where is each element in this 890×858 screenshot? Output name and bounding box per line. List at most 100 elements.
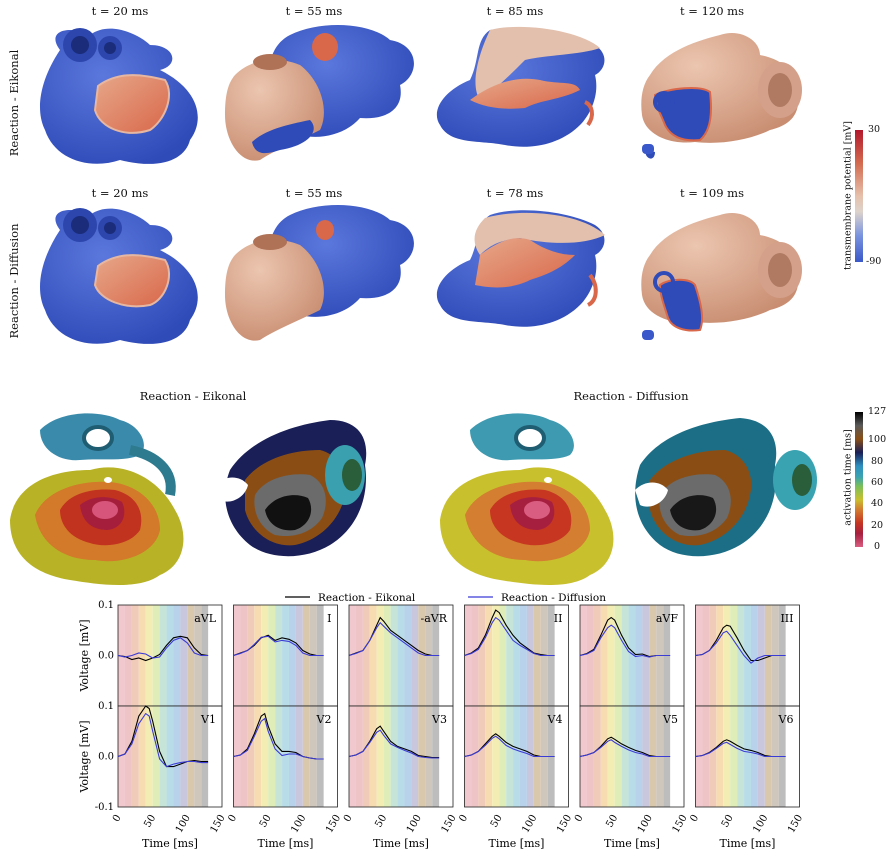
time-band [750, 605, 758, 706]
time-band [471, 706, 479, 807]
time-band [519, 605, 527, 706]
time-band [159, 605, 167, 706]
time-band [730, 605, 738, 706]
time-band [295, 605, 303, 706]
time-band [201, 706, 209, 807]
time-band [506, 706, 514, 807]
x-axis-label: Time [ms] [720, 837, 776, 850]
time-band [288, 706, 296, 807]
time-band [275, 706, 283, 807]
time-band [118, 706, 125, 807]
time-band [506, 605, 514, 706]
time-band [404, 605, 412, 706]
x-tick-label: 50 [489, 813, 505, 830]
x-tick-label: 0 [688, 813, 701, 824]
x-tick-label: 150 [440, 813, 459, 835]
heart-render-r1c2 [225, 24, 414, 161]
time-band [194, 605, 202, 706]
time-band [302, 706, 310, 807]
x-axis-label: Time [ms] [373, 837, 429, 850]
activation-render-diffusion-back [635, 418, 817, 557]
y-tick-label: 0.1 [98, 600, 114, 611]
activation-colorbar-title: activation time [ms] [842, 429, 854, 526]
time-band [138, 706, 146, 807]
time-band [233, 605, 241, 706]
time-band [737, 706, 745, 807]
time-band [295, 706, 303, 807]
x-tick-label: 0 [342, 813, 355, 824]
time-band [383, 706, 391, 807]
time-band [275, 605, 283, 706]
time-band [362, 605, 370, 706]
time-band [397, 706, 405, 807]
time-band [628, 706, 636, 807]
x-tick-label: 50 [373, 813, 389, 830]
time-band [600, 706, 608, 807]
time-band [240, 605, 248, 706]
time-band [580, 706, 587, 807]
x-axis-label: Time [ms] [142, 837, 198, 850]
time-band [642, 706, 650, 807]
activation-tick: 80 [871, 456, 884, 467]
time-band [166, 706, 174, 807]
time-band [355, 605, 363, 706]
time-band [737, 605, 745, 706]
x-tick-label: 0 [111, 813, 124, 824]
activation-renders [10, 413, 817, 585]
series-eikonal-III [695, 624, 786, 662]
x-tick-label: 150 [786, 813, 805, 835]
lead-label: V2 [316, 713, 332, 726]
time-band [411, 605, 419, 706]
x-tick-label: 150 [671, 813, 690, 835]
time-band [369, 605, 377, 706]
time-band [390, 706, 398, 807]
time-band [254, 605, 262, 706]
time-band [471, 605, 479, 706]
series-diffusion-III [695, 630, 786, 664]
time-band [124, 706, 132, 807]
x-tick-label: 0 [457, 813, 470, 824]
time-band [757, 605, 765, 706]
colorbar-min-label: -90 [866, 256, 882, 267]
time-band [309, 706, 317, 807]
y-tick-label: -0.1 [95, 802, 114, 813]
time-band [349, 706, 356, 807]
time-band [709, 605, 717, 706]
lead-label: II [554, 612, 563, 625]
time-label: t = 109 ms [680, 186, 744, 200]
time-band [145, 706, 153, 807]
time-band [492, 605, 500, 706]
time-band [411, 706, 419, 807]
time-band [750, 706, 758, 807]
time-band [355, 706, 363, 807]
lead-label: V6 [778, 713, 794, 726]
time-band [730, 706, 738, 807]
y-axis-label: Voltage [mV] [78, 720, 91, 793]
time-band [621, 605, 629, 706]
time-band [757, 706, 765, 807]
time-band [533, 605, 541, 706]
time-band [166, 605, 174, 706]
heart-render-r2c3 [436, 210, 605, 327]
time-band [124, 605, 132, 706]
time-band [723, 605, 731, 706]
time-band [397, 605, 405, 706]
series-diffusion-V3 [348, 729, 440, 759]
time-band [614, 706, 622, 807]
time-band [240, 706, 248, 807]
time-band [628, 605, 636, 706]
series-diffusion-V2 [233, 717, 324, 760]
time-band [478, 605, 486, 706]
legend-label-diffusion: Reaction - Diffusion [501, 592, 606, 604]
time-band [702, 605, 710, 706]
time-label: t = 55 ms [285, 4, 343, 18]
x-tick-label: 100 [174, 813, 193, 835]
time-band [600, 605, 608, 706]
time-band [513, 605, 520, 706]
heart-render-r1c1 [40, 28, 198, 164]
time-band [173, 706, 181, 807]
time-band [390, 605, 398, 706]
activation-tick: 127 [868, 406, 887, 417]
time-band [499, 605, 507, 706]
time-band [362, 706, 370, 807]
